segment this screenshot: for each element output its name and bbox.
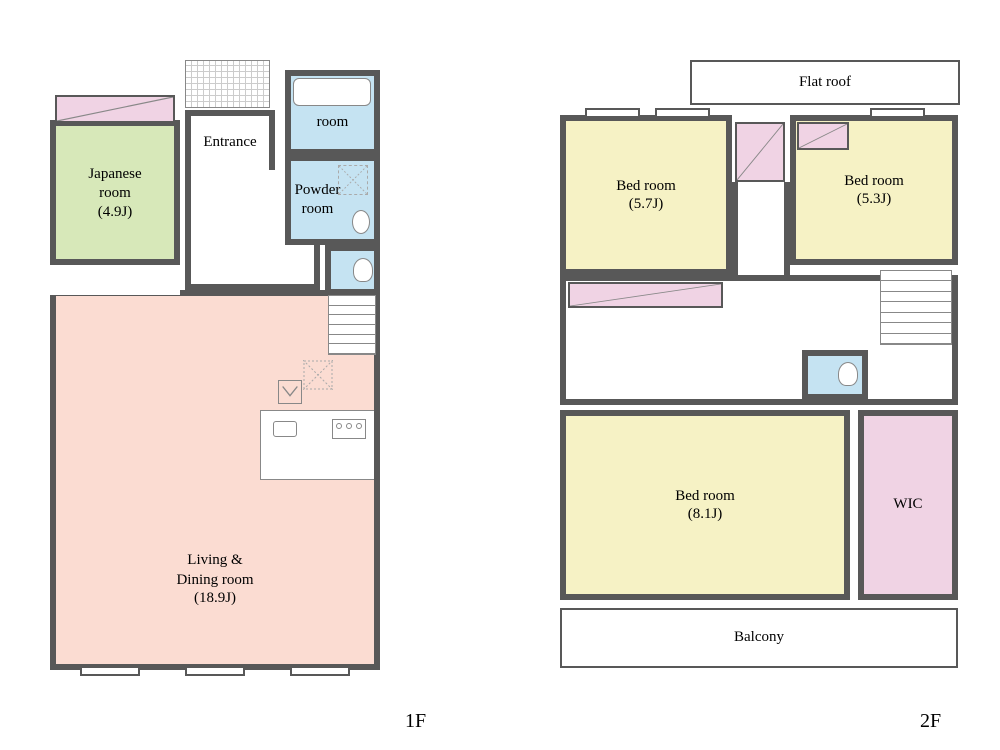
room-flatroof: Flat roof [690, 60, 960, 105]
window-living-s3 [290, 666, 350, 676]
label-balcony: Balcony [734, 628, 784, 648]
floor-2: Flat roof Bed room (5.7J) Bed room (5.3J… [560, 60, 970, 700]
stairs-2f [880, 270, 952, 345]
room-bed3: Bed room (8.1J) [560, 410, 850, 600]
toilet-icon-1f [353, 258, 373, 282]
sink-icon [352, 210, 370, 234]
label-bed3: Bed room [675, 487, 735, 507]
living-notch [50, 265, 180, 295]
closet-bed1 [568, 282, 723, 308]
size-bed1: (5.7J) [629, 196, 664, 213]
toilet-icon-2f [838, 362, 858, 386]
vent-icon [278, 380, 302, 404]
window-living-s1 [80, 666, 140, 676]
label-wic: WIC [893, 495, 922, 515]
size-bed3: (8.1J) [688, 506, 723, 523]
label-japanese: Japaneseroom [88, 165, 141, 204]
dotted-powder [338, 165, 368, 195]
label-entrance: Entrance [203, 133, 256, 153]
kitchen-counter [260, 410, 374, 480]
stairs-1f [328, 295, 376, 355]
closet-bed2 [797, 122, 849, 150]
room-japanese: Japaneseroom (4.9J) [50, 120, 180, 265]
size-japanese: (4.9J) [98, 204, 133, 221]
room-bed1: Bed room (5.7J) [560, 115, 732, 275]
size-bed2: (5.3J) [857, 191, 892, 208]
dotted-kitchen [303, 360, 333, 390]
room-balcony: Balcony [560, 608, 958, 668]
closet-japanese [55, 95, 175, 123]
floor-1: Japaneseroom (4.9J) Entrance Bathroom Po… [50, 40, 450, 700]
floor-label-2f: 2F [920, 710, 941, 733]
label-bed2: Bed room [844, 172, 904, 192]
window-bed2-n [870, 108, 925, 118]
label-powder: Powderroom [295, 181, 341, 220]
floor-label-1f: 1F [405, 710, 426, 733]
room-wic: WIC [858, 410, 958, 600]
room-toilet-2f [802, 350, 868, 400]
window-bed1-n2 [655, 108, 710, 118]
label-bed1: Bed room [616, 177, 676, 197]
window-living-s2 [185, 666, 245, 676]
bathtub-icon [293, 78, 371, 106]
label-flatroof: Flat roof [799, 73, 851, 93]
label-living: Living &Dining room [56, 551, 374, 590]
window-bed1-n [585, 108, 640, 118]
hatch-area [185, 60, 270, 108]
closet-center [735, 122, 785, 182]
floorplan-diagram: Japaneseroom (4.9J) Entrance Bathroom Po… [0, 0, 1000, 750]
size-living: (18.9J) [56, 590, 374, 607]
room-entrance: Entrance [185, 110, 275, 170]
